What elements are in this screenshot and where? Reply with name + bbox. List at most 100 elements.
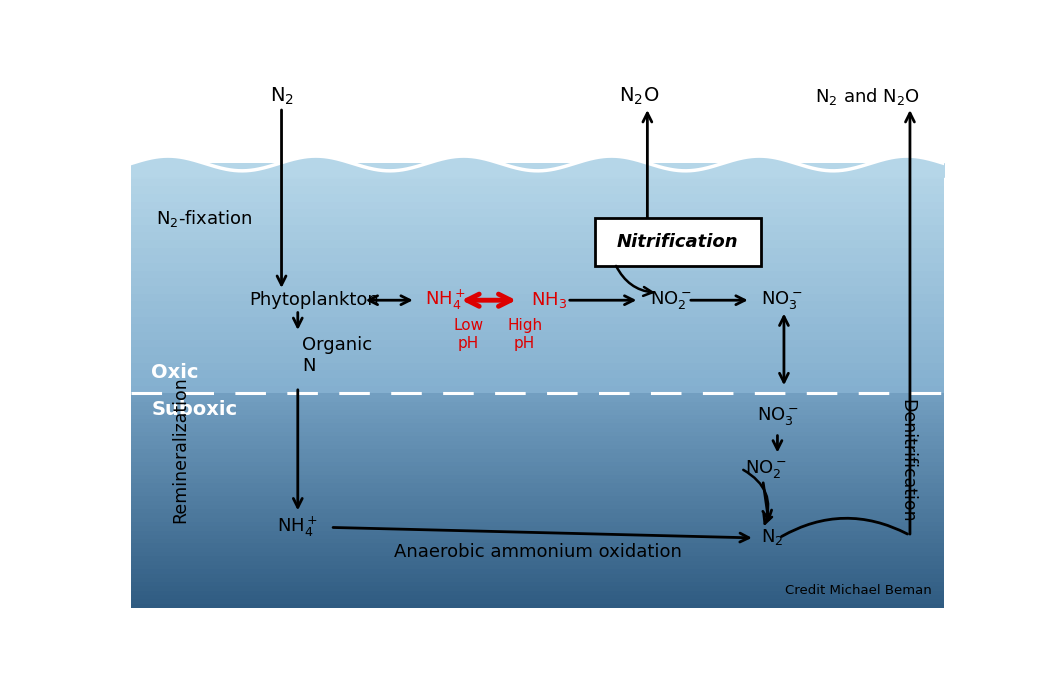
Bar bbox=[131, 522, 944, 527]
Bar bbox=[131, 445, 944, 449]
Text: Suboxic: Suboxic bbox=[151, 400, 237, 419]
Bar bbox=[131, 578, 944, 582]
Bar bbox=[131, 544, 944, 548]
Bar bbox=[131, 378, 944, 386]
Bar bbox=[131, 294, 944, 301]
Bar bbox=[131, 527, 944, 531]
Bar bbox=[131, 309, 944, 317]
Bar bbox=[131, 248, 944, 255]
Bar bbox=[131, 441, 944, 445]
Bar bbox=[131, 210, 944, 217]
Bar bbox=[131, 363, 944, 370]
Bar bbox=[131, 595, 944, 599]
Text: $\mathrm{N_2}$: $\mathrm{N_2}$ bbox=[762, 527, 784, 547]
Bar bbox=[131, 604, 944, 608]
Text: $\mathrm{N_2O}$: $\mathrm{N_2O}$ bbox=[619, 86, 660, 107]
Bar bbox=[131, 458, 944, 462]
Bar bbox=[131, 317, 944, 324]
Bar bbox=[131, 569, 944, 574]
Bar bbox=[131, 348, 944, 355]
Text: Low
pH: Low pH bbox=[453, 318, 484, 350]
Text: Anaerobic ammonium oxidation: Anaerobic ammonium oxidation bbox=[393, 542, 682, 561]
Text: Phytoplankton: Phytoplankton bbox=[249, 291, 379, 309]
Bar bbox=[131, 240, 944, 248]
Text: $\mathrm{N_2}$: $\mathrm{N_2}$ bbox=[270, 86, 294, 107]
Bar bbox=[131, 355, 944, 363]
Bar bbox=[131, 462, 944, 466]
Bar bbox=[131, 471, 944, 475]
Bar bbox=[131, 587, 944, 591]
Bar bbox=[131, 565, 944, 569]
Bar bbox=[131, 186, 944, 194]
Bar bbox=[131, 475, 944, 479]
Bar bbox=[131, 454, 944, 458]
Bar bbox=[131, 279, 944, 286]
Bar bbox=[131, 332, 944, 339]
Bar bbox=[131, 398, 944, 402]
Bar bbox=[131, 423, 944, 428]
Text: $\mathrm{N_2\ and\ N_2O}$: $\mathrm{N_2\ and\ N_2O}$ bbox=[815, 86, 920, 107]
Bar bbox=[131, 201, 944, 210]
Bar bbox=[131, 402, 944, 406]
Bar bbox=[131, 552, 944, 557]
Bar bbox=[131, 393, 944, 398]
Bar bbox=[131, 466, 944, 471]
Bar bbox=[131, 410, 944, 415]
Bar bbox=[131, 492, 944, 497]
Bar bbox=[131, 514, 944, 518]
Bar bbox=[131, 535, 944, 539]
Bar bbox=[131, 591, 944, 595]
Bar bbox=[131, 163, 944, 171]
FancyBboxPatch shape bbox=[595, 218, 762, 266]
Bar bbox=[131, 339, 944, 348]
Bar bbox=[131, 501, 944, 505]
Bar bbox=[131, 386, 944, 393]
Text: Nitrification: Nitrification bbox=[617, 233, 738, 251]
Text: $\mathrm{NH_3}$: $\mathrm{NH_3}$ bbox=[531, 290, 568, 310]
Text: $\mathrm{NO_2^-}$: $\mathrm{NO_2^-}$ bbox=[745, 458, 787, 479]
Bar bbox=[131, 82, 944, 169]
Text: $\mathrm{NO_2^-}$: $\mathrm{NO_2^-}$ bbox=[649, 289, 691, 311]
Bar bbox=[131, 324, 944, 332]
Bar bbox=[131, 415, 944, 419]
Bar bbox=[131, 484, 944, 488]
Bar bbox=[131, 557, 944, 561]
Bar bbox=[131, 406, 944, 410]
Text: $\mathrm{NH_4^+}$: $\mathrm{NH_4^+}$ bbox=[426, 288, 467, 312]
Bar bbox=[131, 505, 944, 509]
Text: $\mathrm{N_2}$-fixation: $\mathrm{N_2}$-fixation bbox=[155, 208, 252, 229]
Bar bbox=[131, 179, 944, 186]
Bar bbox=[131, 574, 944, 578]
Bar bbox=[131, 419, 944, 423]
Bar bbox=[131, 432, 944, 436]
Bar bbox=[131, 479, 944, 484]
Bar bbox=[131, 286, 944, 294]
Bar bbox=[131, 428, 944, 432]
Bar bbox=[131, 436, 944, 441]
Text: $\mathrm{NO_3^-}$: $\mathrm{NO_3^-}$ bbox=[756, 405, 798, 427]
Text: High
pH: High pH bbox=[507, 318, 542, 350]
Bar bbox=[131, 497, 944, 501]
Bar bbox=[131, 225, 944, 232]
Text: Denitrification: Denitrification bbox=[899, 399, 917, 522]
Bar bbox=[131, 531, 944, 535]
Bar bbox=[131, 548, 944, 552]
Bar bbox=[131, 270, 944, 279]
Bar bbox=[131, 449, 944, 454]
Text: Oxic: Oxic bbox=[151, 363, 199, 382]
Bar bbox=[131, 301, 944, 309]
Bar bbox=[131, 488, 944, 492]
Bar bbox=[131, 194, 944, 201]
Bar bbox=[131, 232, 944, 240]
Bar bbox=[131, 263, 944, 270]
Bar bbox=[131, 255, 944, 263]
Text: Remineralization: Remineralization bbox=[171, 377, 189, 523]
Bar bbox=[131, 582, 944, 587]
Bar bbox=[131, 518, 944, 522]
Text: $\mathrm{NO_3^-}$: $\mathrm{NO_3^-}$ bbox=[762, 289, 802, 311]
Bar bbox=[131, 599, 944, 604]
Bar bbox=[131, 561, 944, 565]
Text: Organic
N: Organic N bbox=[302, 336, 372, 375]
Bar bbox=[131, 171, 944, 179]
Text: $\mathrm{NH_4^+}$: $\mathrm{NH_4^+}$ bbox=[277, 514, 318, 538]
